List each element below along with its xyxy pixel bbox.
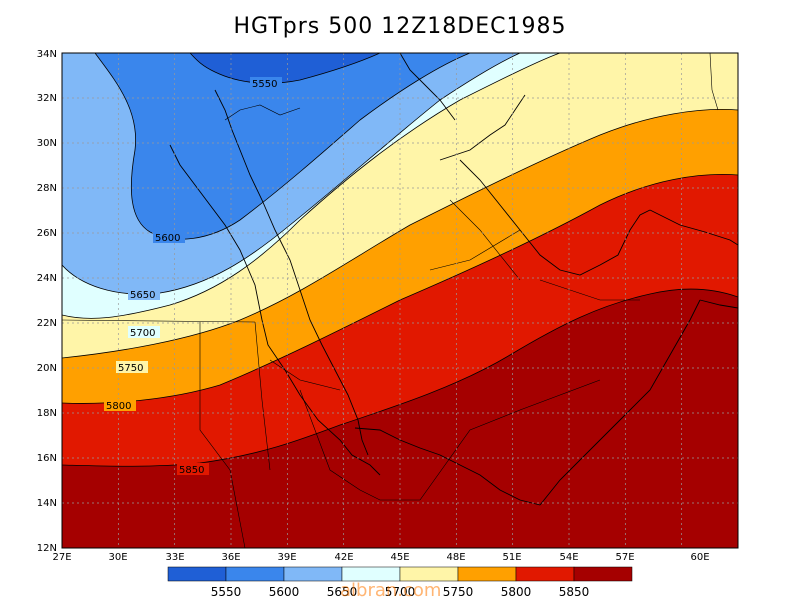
contour-label-5800: 5800 — [106, 401, 131, 412]
x-tick-label: 36E — [221, 552, 240, 563]
contour-label-5700: 5700 — [130, 328, 155, 339]
colorbar-labels: 5550 5600 5650 5700 5750 5800 5850 — [211, 585, 590, 599]
colorbar-swatch — [167, 566, 227, 582]
contour-label-5550: 5550 — [252, 79, 277, 90]
contour-label-5850: 5850 — [179, 465, 204, 476]
plot-frame — [61, 52, 739, 549]
map-title: HGTprs 500 12Z18DEC1985 — [233, 14, 567, 39]
y-tick-label: 16N — [37, 453, 57, 464]
y-tick-label: 28N — [37, 183, 57, 194]
y-tick-label: 34N — [37, 49, 57, 60]
y-tick-label: 32N — [37, 93, 57, 104]
y-tick-label: 20N — [37, 363, 57, 374]
y-tick-label: 14N — [37, 498, 57, 509]
colorbar — [167, 566, 633, 582]
colorbar-swatch — [457, 566, 517, 582]
x-tick-label: 54E — [559, 552, 578, 563]
x-tick-label: 27E — [52, 552, 71, 563]
contour-labels: 5550 5600 5650 5700 5750 5800 5850 — [104, 77, 282, 476]
y-tick-label: 24N — [37, 273, 57, 284]
colorbar-label: 5700 — [385, 585, 416, 599]
contour-label-5600: 5600 — [155, 233, 180, 244]
colorbar-swatch — [515, 566, 575, 582]
colorbar-label: 5850 — [559, 585, 590, 599]
y-tick-label: 18N — [37, 408, 57, 419]
colorbar-swatch — [399, 566, 459, 582]
x-axis: 27E 30E 33E 36E 39E 42E 45E 48E 51E 54E … — [52, 552, 709, 563]
colorbar-label: 5800 — [501, 585, 532, 599]
colorbar-swatch — [283, 566, 343, 582]
colorbar-label: 5650 — [327, 585, 358, 599]
y-tick-label: 26N — [37, 228, 57, 239]
x-tick-label: 30E — [108, 552, 127, 563]
contour-label-5650: 5650 — [130, 290, 155, 301]
x-tick-label: 51E — [502, 552, 521, 563]
colorbar-swatch — [225, 566, 285, 582]
x-tick-label: 39E — [277, 552, 296, 563]
band-below-5550 — [190, 53, 380, 84]
x-tick-label: 57E — [615, 552, 634, 563]
colorbar-swatch — [341, 566, 401, 582]
country-borders — [62, 53, 719, 548]
band-5550-5600 — [95, 53, 470, 240]
x-tick-label: 45E — [390, 552, 409, 563]
y-tick-label: 12N — [37, 543, 57, 554]
x-tick-label: 42E — [334, 552, 353, 563]
y-tick-label: 22N — [37, 318, 57, 329]
y-tick-label: 30N — [37, 138, 57, 149]
x-tick-label: 33E — [165, 552, 184, 563]
colorbar-label: 5550 — [211, 585, 242, 599]
colorbar-label: 5600 — [269, 585, 300, 599]
x-tick-label: 48E — [446, 552, 465, 563]
watermark: albran.com — [340, 580, 442, 601]
colorbar-label: 5750 — [443, 585, 474, 599]
coastlines — [169, 53, 738, 506]
contour-label-5750: 5750 — [118, 363, 143, 374]
y-axis: 12N 14N 16N 18N 20N 22N 24N 26N 28N 30N … — [37, 49, 57, 554]
colorbar-swatch — [573, 566, 633, 582]
x-tick-label: 60E — [690, 552, 709, 563]
